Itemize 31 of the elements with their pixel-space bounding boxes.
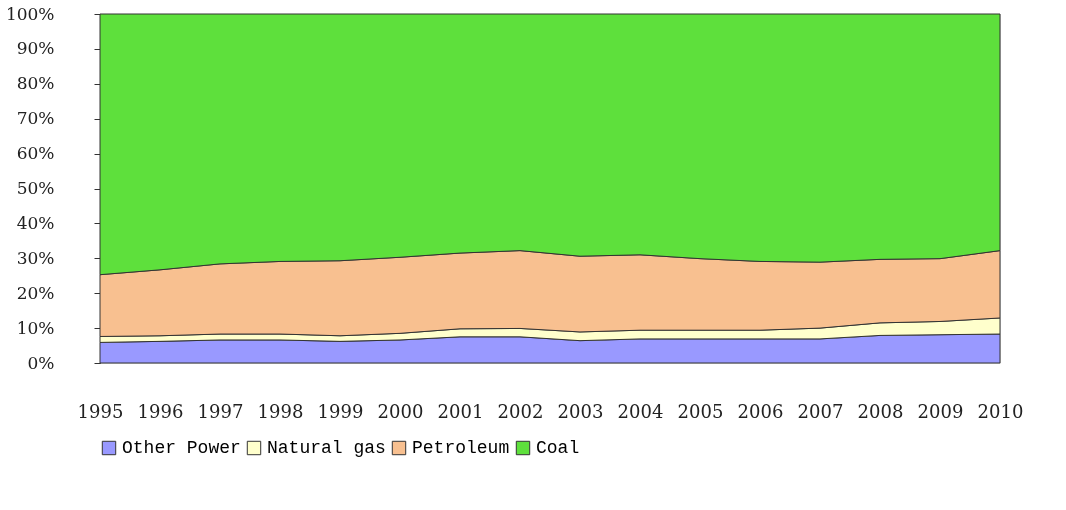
x-tick-label: 1998 bbox=[257, 400, 304, 422]
x-tick-label: 1995 bbox=[77, 400, 124, 422]
y-tick-label: 20% bbox=[16, 282, 55, 303]
y-tick-label: 40% bbox=[16, 212, 55, 233]
x-tick-label: 2002 bbox=[497, 400, 544, 422]
legend-label: Other Power bbox=[122, 438, 241, 458]
legend-label: Petroleum bbox=[412, 438, 510, 458]
x-tick-label: 1996 bbox=[137, 400, 184, 422]
x-tick-label: 2010 bbox=[977, 400, 1024, 422]
y-tick-label: 80% bbox=[16, 73, 55, 94]
y-tick-label: 10% bbox=[16, 317, 55, 338]
y-tick-label: 0% bbox=[27, 352, 55, 373]
x-tick-label: 2009 bbox=[917, 400, 964, 422]
legend-label: Coal bbox=[536, 438, 580, 458]
y-tick-label: 60% bbox=[16, 143, 55, 164]
x-tick-label: 2006 bbox=[737, 400, 784, 422]
y-tick-label: 70% bbox=[16, 108, 55, 129]
x-tick-label: 2008 bbox=[857, 400, 904, 422]
x-tick-label: 2000 bbox=[377, 400, 424, 422]
x-tick-label: 2005 bbox=[677, 400, 724, 422]
x-tick-label: 2003 bbox=[557, 400, 604, 422]
x-tick-label: 2004 bbox=[617, 400, 664, 422]
y-tick-label: 30% bbox=[16, 247, 55, 268]
y-tick-label: 100% bbox=[5, 3, 55, 24]
x-tick-label: 2001 bbox=[437, 400, 484, 422]
y-tick-label: 90% bbox=[16, 38, 55, 59]
y-tick-label: 50% bbox=[16, 178, 55, 198]
x-tick-label: 2007 bbox=[797, 400, 844, 422]
x-tick-label: 1999 bbox=[317, 400, 364, 422]
x-tick-label: 1997 bbox=[197, 400, 244, 422]
legend-label: Natural gas bbox=[267, 438, 386, 458]
